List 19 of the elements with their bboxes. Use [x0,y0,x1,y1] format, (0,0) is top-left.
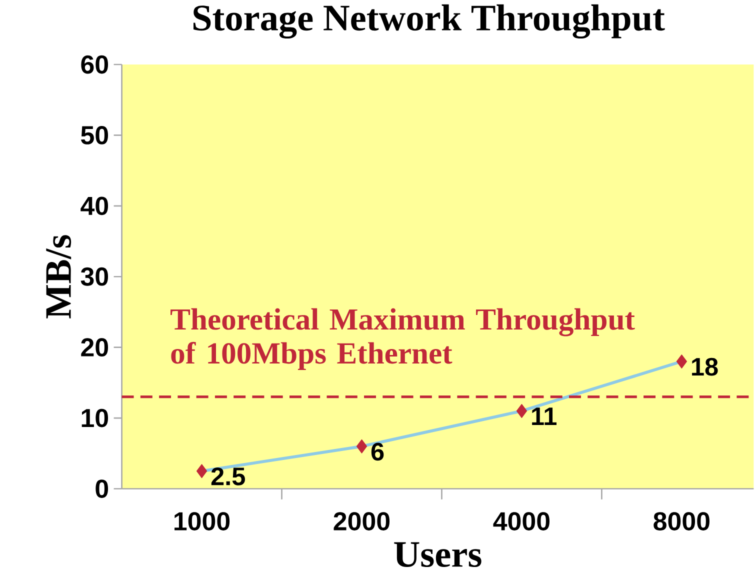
y-tick-label: 60 [81,56,108,74]
y-tick-label: 40 [80,196,108,216]
x-tick-label: 1000 [174,512,230,531]
y-tick-label: 20 [81,338,108,357]
data-label: 18 [692,358,718,376]
y-tick-label: 0 [96,480,108,498]
y-tick-label: 50 [81,126,108,145]
data-label: 11 [532,408,557,426]
y-axis-title: MB/s [46,235,72,319]
ref-line-label: Theoretical Maximum Throughput of 100Mbps Ethernet [170,308,635,370]
y-tick-label: 30 [80,268,108,286]
data-label: 2.5 [211,468,245,486]
x-tick-label: 2000 [334,512,390,531]
x-tick-label: 4000 [493,512,550,531]
x-axis-title: Users [394,542,482,568]
x-tick-label: 8000 [654,512,710,531]
chart-title: Storage Network Throughput [194,4,665,39]
y-tick-label: 10 [82,409,108,428]
data-label: 6 [371,442,384,461]
